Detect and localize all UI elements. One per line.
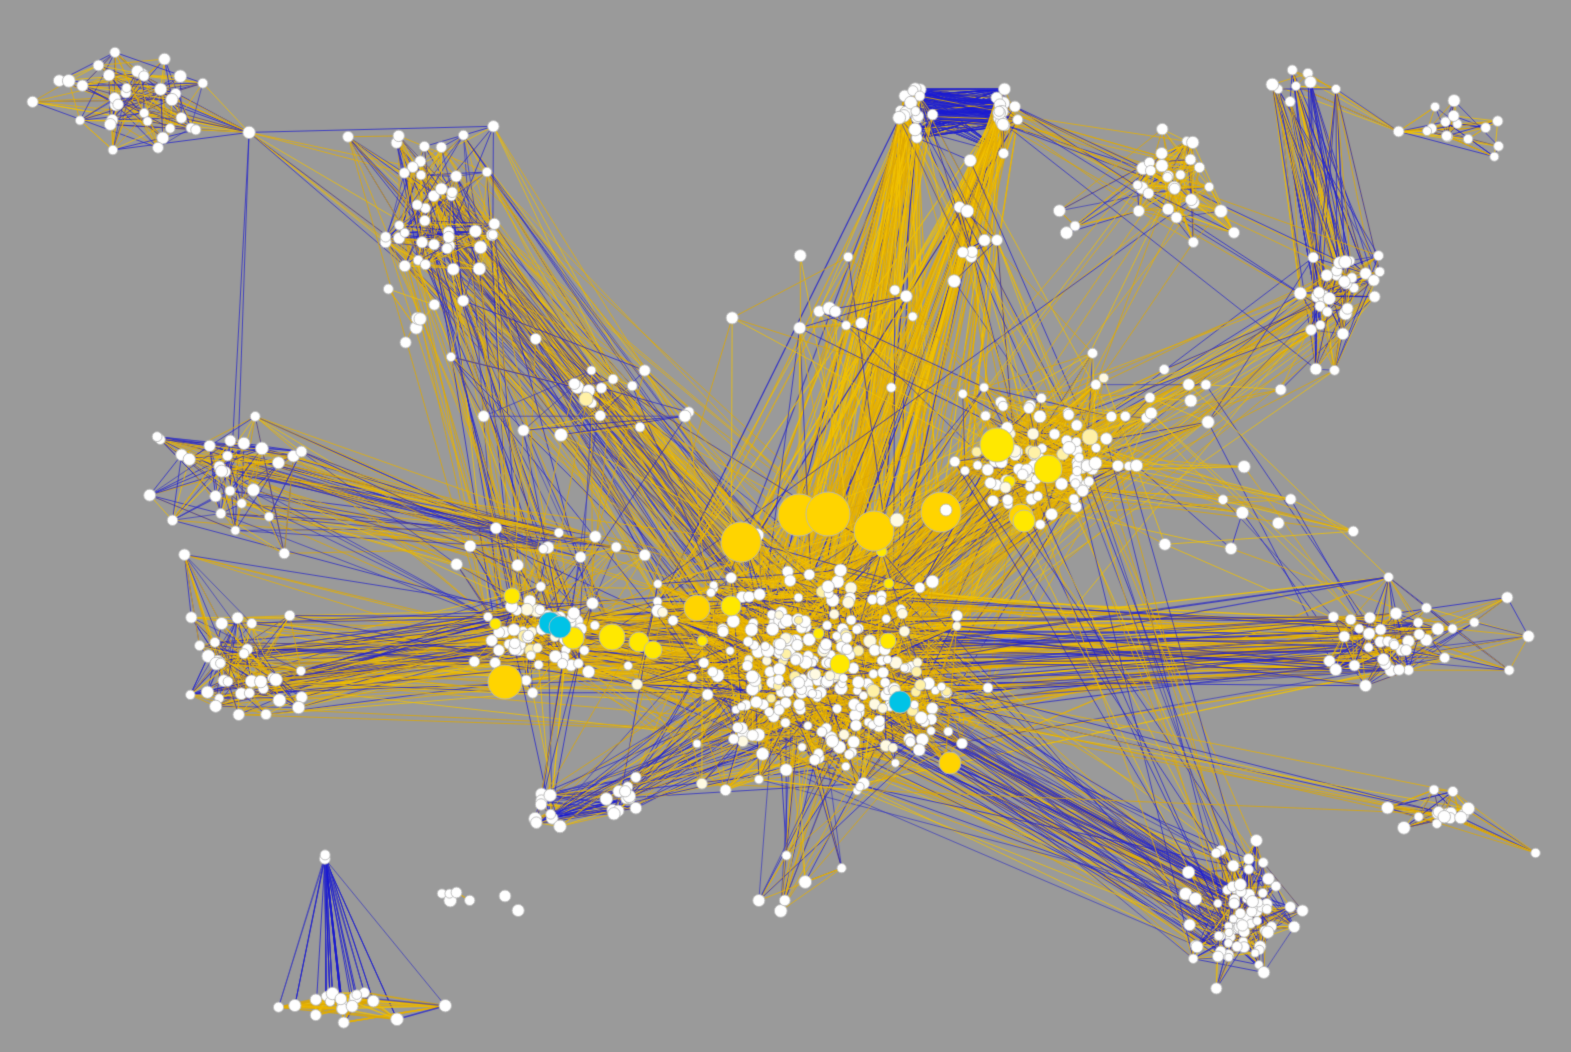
graph-view bbox=[0, 0, 1571, 1052]
network-graph-canvas[interactable] bbox=[0, 0, 1571, 1052]
